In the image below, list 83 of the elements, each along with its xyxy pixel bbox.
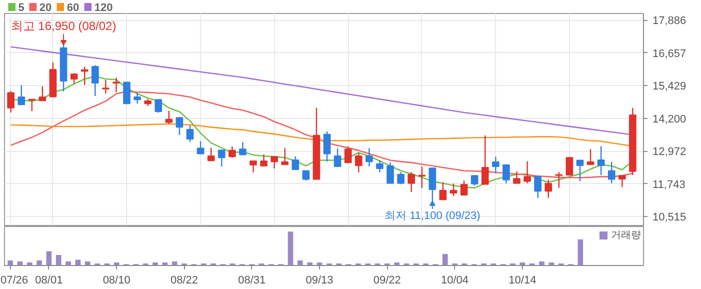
y-tick-label: 10,515 xyxy=(652,212,686,224)
candlestick xyxy=(228,146,236,158)
candlestick xyxy=(439,182,447,200)
y-tick-label: 17,886 xyxy=(652,15,686,28)
x-tick-label: 10/14 xyxy=(508,274,536,286)
candlestick xyxy=(555,171,563,188)
candlestick xyxy=(28,98,36,112)
legend-label: 60 xyxy=(66,2,80,14)
annotation: 최저 11,100 (09/23) xyxy=(384,210,480,222)
annotation: 최고 16,950 (08/02) xyxy=(10,18,116,33)
candlestick xyxy=(323,130,331,162)
candlestick xyxy=(481,134,489,185)
candlestick xyxy=(239,142,246,156)
candlestick xyxy=(608,161,616,184)
bar xyxy=(56,254,62,266)
candlestick xyxy=(134,92,141,104)
candlestick xyxy=(250,160,257,174)
x-tick-label: 08/01 xyxy=(35,274,63,286)
candlestick xyxy=(154,98,162,114)
y-tick-label: 12,972 xyxy=(652,146,686,158)
candlestick xyxy=(260,154,268,168)
candlestick xyxy=(207,147,215,162)
candlestick xyxy=(544,179,552,199)
candlestick xyxy=(7,90,14,114)
candlestick xyxy=(292,156,300,170)
candlestick xyxy=(102,79,110,94)
candlestick xyxy=(270,155,278,170)
legend-label: 5 xyxy=(18,2,24,14)
candlestick xyxy=(408,171,416,193)
x-tick-label: 10/04 xyxy=(441,274,469,286)
candlestick xyxy=(80,66,88,86)
candlestick xyxy=(38,86,46,102)
x-tick-label: 08/10 xyxy=(102,274,130,286)
candlestick xyxy=(576,160,584,182)
y-tick-label: 15,429 xyxy=(652,80,686,93)
candlestick xyxy=(354,152,362,174)
candlestick xyxy=(302,170,310,182)
candlestick xyxy=(281,148,289,166)
x-tick-label: 08/31 xyxy=(238,274,266,286)
candlestick xyxy=(112,77,120,93)
candlestick xyxy=(376,159,384,174)
candlestick xyxy=(450,182,458,197)
x-tick-label: 09/22 xyxy=(373,274,401,286)
candlestick xyxy=(186,124,194,143)
legend-label: 거래량 xyxy=(611,229,641,242)
candlestick xyxy=(123,82,130,104)
bar xyxy=(298,260,303,266)
y-tick-label: 14,200 xyxy=(652,113,686,126)
bar xyxy=(442,254,448,266)
bar xyxy=(288,232,294,266)
candlestick xyxy=(334,148,342,168)
bar xyxy=(8,260,13,266)
candlestick xyxy=(91,64,99,97)
candlestick xyxy=(618,175,626,188)
candlestick xyxy=(586,148,594,166)
candlestick xyxy=(218,150,226,168)
bar xyxy=(578,239,584,266)
candlestick xyxy=(344,146,352,164)
bar xyxy=(36,260,42,266)
x-tick-label: 08/22 xyxy=(170,274,198,286)
y-tick-label: 11,743 xyxy=(652,178,686,191)
x-tick-label: 09/13 xyxy=(306,274,334,286)
candlestick xyxy=(397,171,404,185)
legend-label: 20 xyxy=(39,2,52,14)
candlestick xyxy=(524,160,531,184)
candlestick xyxy=(386,162,394,184)
candlestick xyxy=(18,84,26,106)
y-tick-label: 16,657 xyxy=(652,48,686,60)
candlestick xyxy=(70,72,78,84)
candlestick xyxy=(566,156,574,176)
candlestick xyxy=(460,180,468,196)
x-tick-label: 07/26 xyxy=(0,274,28,286)
candlestick xyxy=(366,148,373,168)
candlestick xyxy=(418,166,426,189)
candlestick xyxy=(597,146,605,176)
candlestick xyxy=(513,170,520,184)
legend-label: 120 xyxy=(94,2,113,14)
candlestick xyxy=(534,176,542,199)
candlestick xyxy=(196,140,204,154)
candlestick xyxy=(470,175,478,186)
candlestick xyxy=(176,117,184,136)
candlestick xyxy=(502,164,510,184)
candlestick xyxy=(492,156,500,174)
